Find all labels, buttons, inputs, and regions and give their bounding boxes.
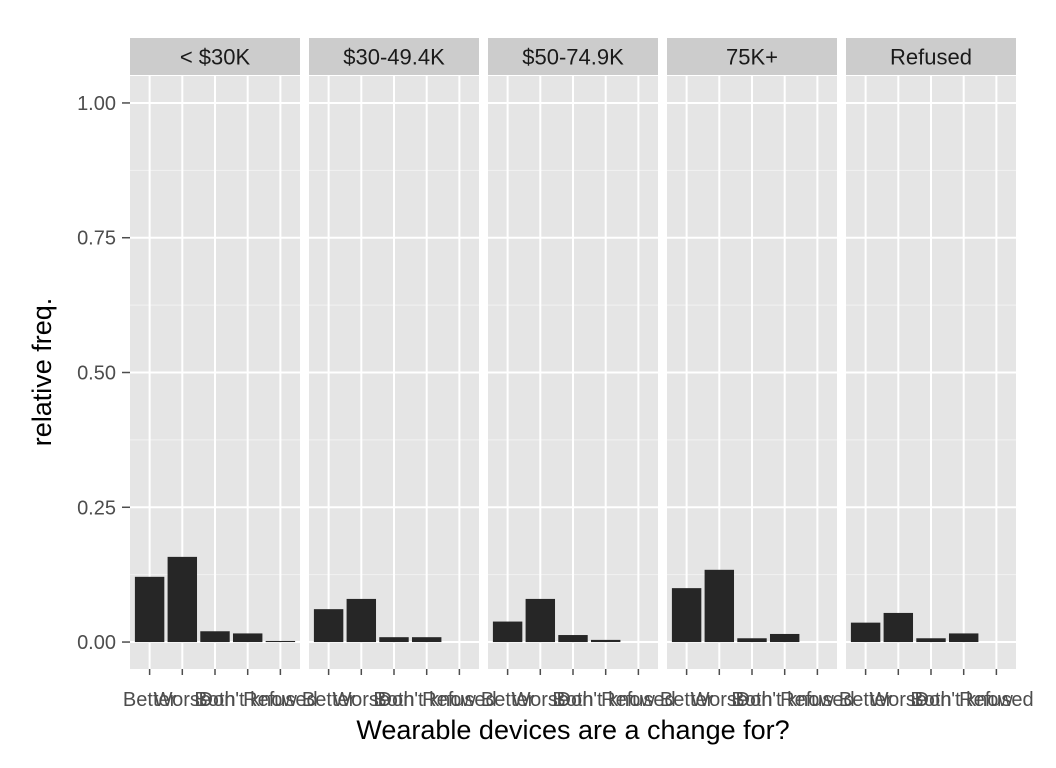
facet-strip-label: $30-49.4K: [343, 45, 445, 70]
facet-strip-label: < $30K: [180, 45, 251, 70]
bar: [379, 637, 409, 643]
bar: [134, 576, 165, 643]
x-tick-label: Refused: [780, 689, 855, 711]
x-tick-label: Both: [731, 689, 772, 711]
bar: [948, 633, 979, 643]
bar: [769, 633, 800, 643]
x-tick-label: Better: [302, 689, 356, 711]
bar: [411, 637, 442, 643]
x-tick-label: Don't know: [736, 689, 835, 711]
x-tick-label: Both: [910, 689, 951, 711]
bar: [850, 622, 881, 643]
x-axis-title: Wearable devices are a change for?: [356, 715, 789, 745]
x-tick-label: Better: [660, 689, 714, 711]
bar: [525, 598, 556, 643]
y-axis-title: relative freq.: [27, 298, 57, 447]
x-tick-label: Worse: [512, 689, 569, 711]
y-tick-label: 0.50: [77, 363, 116, 385]
y-tick-label: 0.00: [77, 632, 116, 654]
x-tick-label: Worse: [154, 689, 211, 711]
y-axis: 0.00 0.25 0.50 0.75 1.00: [77, 93, 130, 654]
facet-strip: [846, 38, 1016, 75]
x-tick-label: Worse: [870, 689, 927, 711]
bar: [558, 635, 588, 643]
x-tick-label: Better: [481, 689, 535, 711]
facet-strip: [309, 38, 479, 75]
facet-strip: [130, 38, 300, 75]
y-tick-label: 1.00: [77, 93, 116, 115]
bar: [492, 621, 523, 643]
y-tick-label: 0.75: [77, 228, 116, 250]
bar: [916, 638, 946, 643]
bar: [232, 633, 263, 643]
x-tick-label: Don't know: [557, 689, 656, 711]
bar: [346, 598, 377, 643]
bar: [200, 631, 230, 643]
x-tick-label: Both: [552, 689, 593, 711]
y-tick-label: 0.25: [77, 497, 116, 519]
facet-strip: [488, 38, 658, 75]
x-tick-label: Both: [373, 689, 414, 711]
bar: [265, 640, 296, 643]
bar: [167, 556, 198, 643]
bar: [590, 639, 621, 643]
x-tick-label: Worse: [333, 689, 390, 711]
facet-strip-label: $50-74.9K: [522, 45, 624, 70]
x-tick-label: Worse: [691, 689, 748, 711]
bar: [704, 569, 735, 643]
x-tick-label: Refused: [422, 689, 497, 711]
bar: [671, 588, 702, 643]
bar: [313, 609, 344, 643]
x-tick-label: Don't know: [915, 689, 1014, 711]
facet-strip-label: Refused: [890, 45, 972, 70]
facet-strip: [667, 38, 837, 75]
x-tick-label: Refused: [601, 689, 676, 711]
bar: [737, 638, 767, 643]
facet-strip-label: 75K+: [726, 45, 778, 70]
bar: [883, 612, 914, 643]
x-tick-label: Don't know: [378, 689, 477, 711]
x-tick-label: Better: [839, 689, 893, 711]
x-tick-label: Better: [123, 689, 177, 711]
x-tick-label: Both: [194, 689, 235, 711]
x-tick-label: Refused: [959, 689, 1034, 711]
x-tick-label: Don't know: [199, 689, 298, 711]
x-tick-label: Refused: [243, 689, 318, 711]
